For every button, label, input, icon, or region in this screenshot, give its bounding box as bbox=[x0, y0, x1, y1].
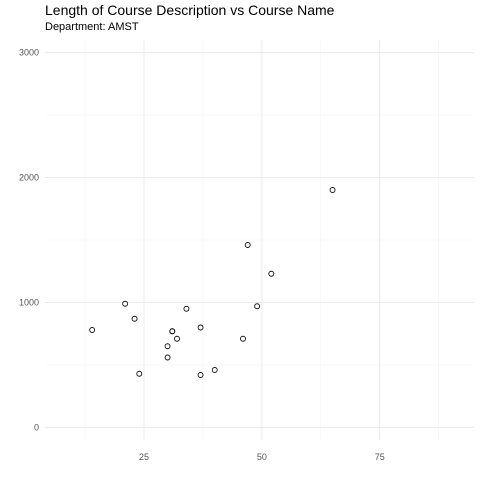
data-point bbox=[131, 315, 138, 322]
data-point bbox=[197, 372, 204, 378]
data-point bbox=[268, 270, 275, 277]
data-point bbox=[122, 300, 129, 307]
y-tick-label: 3000 bbox=[19, 48, 39, 58]
data-point bbox=[183, 305, 190, 312]
y-tick-label: 0 bbox=[34, 423, 39, 433]
y-axis-ticks: 0 1000 2000 3000 bbox=[19, 48, 39, 433]
chart-title: Length of Course Description vs Course N… bbox=[45, 2, 335, 18]
data-point bbox=[197, 324, 204, 331]
data-point bbox=[136, 370, 143, 377]
x-tick-label: 25 bbox=[139, 452, 149, 462]
data-point bbox=[254, 303, 261, 310]
data-point bbox=[169, 328, 176, 335]
data-point bbox=[329, 187, 336, 193]
data-point bbox=[164, 343, 171, 350]
x-axis-ticks: 25 50 75 bbox=[139, 452, 385, 462]
data-point bbox=[244, 242, 251, 248]
y-tick-label: 1000 bbox=[19, 298, 39, 308]
data-point bbox=[211, 367, 218, 373]
x-tick-label: 75 bbox=[375, 452, 385, 462]
chart-subtitle: Department: AMST bbox=[45, 21, 139, 33]
data-point bbox=[89, 327, 96, 333]
data-point bbox=[240, 335, 246, 342]
data-point bbox=[164, 354, 171, 361]
y-tick-label: 2000 bbox=[19, 173, 39, 183]
data-points bbox=[89, 187, 336, 378]
grid-lines bbox=[45, 40, 474, 440]
data-point bbox=[174, 335, 180, 342]
x-tick-label: 50 bbox=[257, 452, 267, 462]
